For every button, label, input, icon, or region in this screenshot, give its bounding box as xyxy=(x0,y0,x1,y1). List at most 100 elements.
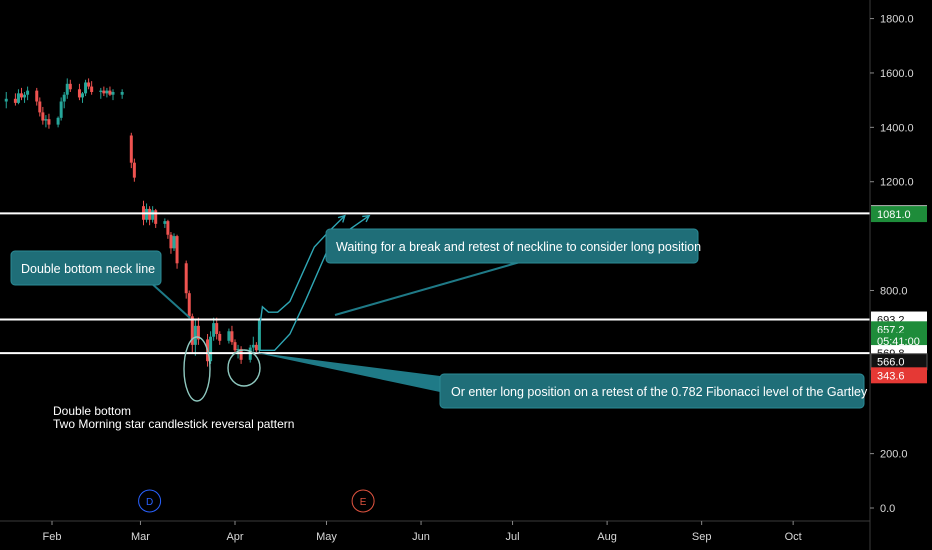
candle xyxy=(169,232,173,254)
price-tag-bg xyxy=(871,332,927,349)
candle xyxy=(196,317,200,345)
candle xyxy=(13,93,17,106)
price-tag-bg xyxy=(871,206,927,223)
candle xyxy=(166,219,170,239)
event-marker-label: E xyxy=(360,497,367,508)
time-axis-label: Sep xyxy=(692,531,712,543)
candle-body xyxy=(111,91,115,95)
candle xyxy=(218,331,222,345)
candle xyxy=(184,260,188,299)
bottom-callout-pointer xyxy=(252,352,440,392)
candle-body xyxy=(132,162,136,178)
candle xyxy=(154,208,158,228)
candle-body xyxy=(81,93,84,98)
candle xyxy=(129,132,133,169)
neckline-callout-box xyxy=(10,250,162,286)
event-marker-label: D xyxy=(146,497,153,508)
candle xyxy=(47,113,51,129)
price-tag-label: 1081.0 xyxy=(877,209,911,221)
candle xyxy=(120,89,124,99)
pattern-note-line1: Double bottom xyxy=(53,404,131,418)
event-marker-circle xyxy=(351,489,375,513)
candle-body xyxy=(20,93,23,98)
candle xyxy=(84,79,88,97)
candle xyxy=(90,81,94,95)
candle xyxy=(212,317,216,341)
second-bottom-ellipse[interactable] xyxy=(227,349,261,387)
event-marker[interactable]: D xyxy=(138,489,162,513)
time-axis[interactable]: Feb Mar Apr May Jun Jul Aug Sep Oct xyxy=(0,520,870,543)
projection-path-1-arrowhead xyxy=(337,214,346,223)
price-axis-label: 1600.0 xyxy=(880,68,914,80)
candle xyxy=(68,79,72,92)
candle-body xyxy=(16,93,20,103)
price-tag: 566.0 xyxy=(870,353,928,371)
candle-body xyxy=(68,83,72,90)
event-marker[interactable]: E xyxy=(351,489,375,513)
neckline-callout-text: Double bottom neck line xyxy=(21,262,155,276)
price-axis-label: 1800.0 xyxy=(880,14,914,26)
price-tag: 343.6 xyxy=(871,367,927,384)
candle xyxy=(35,87,39,106)
candle-body xyxy=(233,342,237,351)
horizontal-levels[interactable] xyxy=(0,212,870,355)
first-bottom-ellipse[interactable] xyxy=(183,336,211,402)
price-axis[interactable]: 1800.0 1600.0 1400.0 1200.0 800.0 200.0 0.0 xyxy=(869,0,914,550)
candle-body xyxy=(59,101,63,118)
candle xyxy=(257,317,261,354)
candle-body xyxy=(215,323,219,334)
top-callout-text: Waiting for a break and retest of neckli… xyxy=(336,240,701,254)
candle-body xyxy=(4,98,8,102)
candle-body xyxy=(35,90,39,102)
candle-body xyxy=(56,117,60,125)
price-axis-label: 200.0 xyxy=(880,449,908,461)
price-tag: 1081.0 xyxy=(871,206,927,223)
candle-body xyxy=(254,344,258,351)
candle-body xyxy=(227,331,231,341)
time-axis-label: Mar xyxy=(131,531,150,543)
candle-body xyxy=(218,333,222,341)
bottom-callout-text: Or enter long position on a retest of th… xyxy=(451,385,868,399)
bottom-callout-box xyxy=(439,373,865,409)
candle xyxy=(20,87,23,101)
candle xyxy=(239,346,243,364)
candle-body xyxy=(209,336,213,362)
candle-body xyxy=(38,101,42,113)
projection-path-2-arrowhead xyxy=(362,214,371,223)
candle xyxy=(38,97,42,117)
candle-body xyxy=(154,210,158,224)
candle-body xyxy=(196,325,200,340)
price-axis-label: 0.0 xyxy=(880,503,895,515)
candle-body xyxy=(193,325,197,345)
neckline-callout[interactable]: Double bottom neck line xyxy=(10,250,191,319)
price-tags: 1083.61081.0693.2657.205:41:00569.8566.0… xyxy=(870,205,928,384)
top-callout[interactable]: Waiting for a break and retest of neckli… xyxy=(325,228,701,316)
candle xyxy=(44,115,48,128)
candle-body xyxy=(23,94,27,98)
price-tag-label: 343.6 xyxy=(877,370,905,382)
pattern-note-line2: Two Morning star candlestick reversal pa… xyxy=(53,417,294,431)
candle xyxy=(111,89,115,101)
candle-body xyxy=(236,348,240,351)
candle-body xyxy=(120,91,124,95)
candle-body xyxy=(212,323,216,337)
price-tag-bg xyxy=(871,367,927,384)
time-axis-label: Oct xyxy=(785,531,802,543)
candle-body xyxy=(90,86,94,92)
neckline-callout-pointer xyxy=(149,281,191,319)
candles xyxy=(4,78,261,367)
candle xyxy=(4,91,8,109)
candle xyxy=(56,116,60,128)
top-callout-pointer xyxy=(334,261,521,316)
candle-body xyxy=(87,82,91,87)
candle-body xyxy=(41,112,45,121)
bottom-callout[interactable]: Or enter long position on a retest of th… xyxy=(252,352,868,409)
candle xyxy=(26,86,30,101)
time-axis-label: Jul xyxy=(506,531,520,543)
candle-body xyxy=(163,221,167,224)
candle-body xyxy=(26,90,30,95)
candle xyxy=(41,106,45,125)
candle xyxy=(187,290,191,321)
